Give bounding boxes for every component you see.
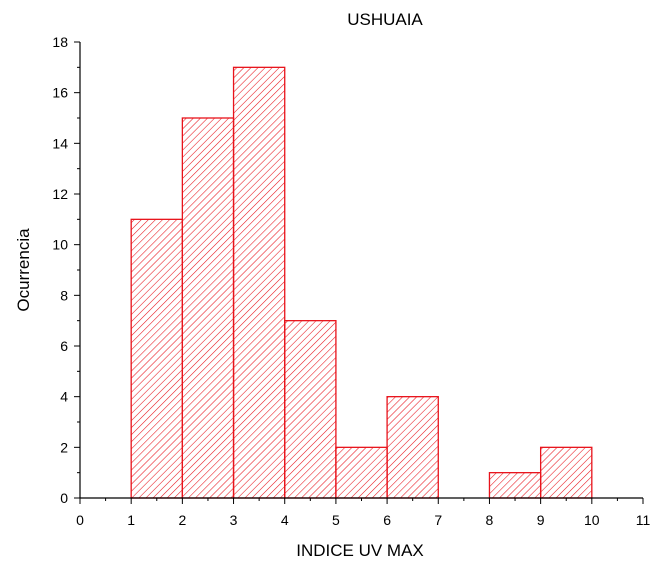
y-tick-label: 6 xyxy=(60,338,68,354)
y-tick-label: 16 xyxy=(52,85,68,101)
y-tick-label: 4 xyxy=(60,389,68,405)
x-tick-label: 11 xyxy=(636,512,651,528)
x-tick-label: 6 xyxy=(383,512,391,528)
bar-rect xyxy=(130,218,184,499)
y-tick-label: 2 xyxy=(60,439,68,455)
bar xyxy=(488,472,542,499)
bars-group xyxy=(130,66,593,499)
bar-rect xyxy=(284,320,337,499)
bar-rect xyxy=(539,446,593,499)
bar-rect xyxy=(181,117,235,499)
x-tick-label: 2 xyxy=(178,512,186,528)
bar xyxy=(386,396,439,499)
x-axis-title: INDICE UV MAX xyxy=(296,541,424,560)
bar xyxy=(181,117,235,499)
bar-rect xyxy=(232,66,286,499)
bar-rect xyxy=(488,472,542,499)
bar xyxy=(335,446,388,499)
x-tick-label: 4 xyxy=(281,512,289,528)
y-tick-label: 12 xyxy=(52,186,68,202)
x-tick-label: 10 xyxy=(584,512,600,528)
x-tick-label: 1 xyxy=(127,512,135,528)
y-tick-label: 8 xyxy=(60,287,68,303)
x-tick-label: 5 xyxy=(332,512,340,528)
y-tick-label: 10 xyxy=(52,237,68,253)
chart-title: USHUAIA xyxy=(347,10,423,29)
bar-rect xyxy=(335,446,388,499)
bar xyxy=(232,66,286,499)
bar xyxy=(130,218,184,499)
x-tick-label: 7 xyxy=(434,512,442,528)
y-tick-label: 14 xyxy=(52,135,68,151)
y-tick-label: 18 xyxy=(52,34,68,50)
x-tick-label: 0 xyxy=(76,512,84,528)
x-tick-label: 8 xyxy=(486,512,494,528)
bar xyxy=(284,320,337,499)
x-tick-label: 9 xyxy=(537,512,545,528)
bar-rect xyxy=(386,396,439,499)
y-tick-label: 0 xyxy=(60,490,68,506)
bar xyxy=(539,446,593,499)
x-tick-label: 3 xyxy=(230,512,238,528)
y-axis-title: Ocurrencia xyxy=(14,228,33,312)
